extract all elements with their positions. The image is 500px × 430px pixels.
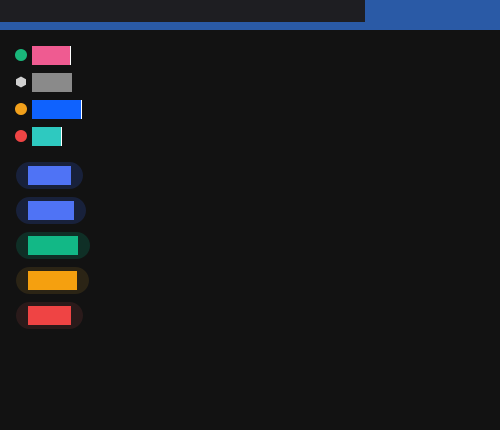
tag-pill-fill — [28, 306, 71, 325]
tag-pill-fill — [28, 236, 78, 255]
status-dot-icon — [15, 49, 27, 61]
status-row[interactable] — [15, 99, 82, 119]
status-dot-icon — [15, 130, 27, 142]
status-dot-icon — [15, 103, 27, 115]
tag-pill[interactable] — [16, 267, 89, 294]
color-swatch — [32, 72, 72, 92]
status-row[interactable] — [15, 72, 72, 92]
color-swatch — [32, 45, 71, 65]
tag-pill[interactable] — [16, 162, 83, 189]
tag-pill-fill — [28, 201, 74, 220]
tag-pill-fill — [28, 271, 77, 290]
tag-pill[interactable] — [16, 197, 86, 224]
status-row[interactable] — [15, 45, 71, 65]
tag-pill[interactable] — [16, 232, 90, 259]
color-swatch — [32, 126, 62, 146]
tag-pill[interactable] — [16, 302, 83, 329]
window-titlebar — [0, 0, 365, 22]
color-swatch — [32, 99, 82, 119]
top-bar — [0, 0, 500, 30]
status-row[interactable] — [15, 126, 62, 146]
tag-pill-fill — [28, 166, 71, 185]
hexagon-icon — [16, 76, 26, 88]
